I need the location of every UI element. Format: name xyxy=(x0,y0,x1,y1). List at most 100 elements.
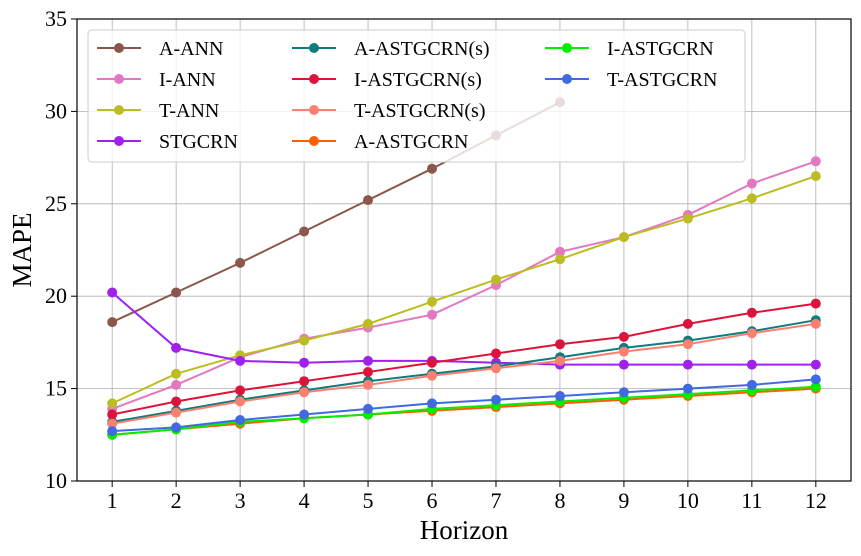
legend-item-t-ann: T-ANN xyxy=(97,100,219,122)
legend-label: I-ASTGCRN(s) xyxy=(354,69,482,91)
legend-label: A-ASTGCRN(s) xyxy=(354,38,490,60)
legend-swatch-marker xyxy=(309,136,319,146)
legend-swatch-marker xyxy=(114,43,124,53)
y-tick-label: 10 xyxy=(45,468,67,493)
data-point xyxy=(171,287,182,298)
data-point xyxy=(618,331,629,342)
data-point xyxy=(171,422,182,433)
series-line-i-astgcrn xyxy=(112,385,816,436)
y-tick-label: 25 xyxy=(45,191,67,216)
legend: A-ANN I-ANN T-ANN STGCRN A-ASTGCRN(s) I-ASTGC… xyxy=(87,29,746,163)
legend-item-i-astgcrn: I-ASTGCRN xyxy=(545,38,714,60)
data-point xyxy=(427,370,437,381)
data-point xyxy=(363,403,373,414)
data-point xyxy=(491,274,501,285)
data-point xyxy=(682,318,693,329)
data-point xyxy=(427,163,437,174)
data-point xyxy=(235,385,246,396)
data-point xyxy=(299,387,310,398)
data-point xyxy=(810,381,821,392)
data-point xyxy=(107,418,118,429)
data-point xyxy=(810,298,821,309)
y-tick-label: 15 xyxy=(45,376,67,401)
data-point xyxy=(363,355,373,366)
data-point xyxy=(235,355,246,366)
data-point xyxy=(299,376,310,387)
data-point xyxy=(107,409,118,420)
data-point xyxy=(363,318,373,329)
x-axis-label: Horizon xyxy=(420,515,509,545)
legend-item-stgcrn: STGCRN xyxy=(97,131,238,153)
x-tick-label: 5 xyxy=(363,488,374,513)
legend-item-a-astgcrn-s: A-ASTGCRN(s) xyxy=(292,38,490,60)
data-point xyxy=(618,346,629,357)
plot-frame xyxy=(76,18,852,482)
series-line-t-astgcrn xyxy=(112,378,816,433)
x-tick-label: 4 xyxy=(299,488,310,513)
data-point xyxy=(171,342,182,353)
data-point xyxy=(810,318,821,329)
legend-item-i-ann: I-ANN xyxy=(97,69,216,91)
data-point xyxy=(682,339,693,350)
legend-item-a-astgcrn: A-ASTGCRN xyxy=(292,131,468,153)
legend-swatch-marker xyxy=(309,43,319,53)
legend-swatch-marker xyxy=(562,43,572,53)
data-point xyxy=(107,287,118,298)
legend-label: T-ANN xyxy=(159,100,219,122)
series-line-i-astgcrn-s xyxy=(112,302,816,416)
data-point xyxy=(555,254,565,265)
legend-swatch-marker xyxy=(114,136,124,146)
data-point xyxy=(746,193,757,204)
series-line-stgcrn xyxy=(111,291,816,366)
data-point xyxy=(107,426,118,437)
data-point xyxy=(107,398,118,409)
data-point xyxy=(107,317,118,328)
legend-item-a-ann: A-ANN xyxy=(97,38,223,60)
data-point xyxy=(171,407,182,418)
data-point xyxy=(810,156,821,167)
data-point xyxy=(235,415,246,425)
data-point xyxy=(555,391,565,401)
series-line-a-astgcrn-s xyxy=(112,319,816,423)
x-tick-label: 6 xyxy=(427,488,438,513)
x-tick-label: 7 xyxy=(490,488,501,513)
data-point xyxy=(810,374,821,385)
series-i-ann xyxy=(107,156,821,414)
y-tick-label: 30 xyxy=(45,98,67,123)
series-layer xyxy=(107,97,821,440)
data-point xyxy=(746,328,757,339)
data-point xyxy=(427,309,437,320)
data-point xyxy=(682,383,693,394)
x-tick-label: 1 xyxy=(107,488,118,513)
data-point xyxy=(363,379,373,390)
data-point xyxy=(363,195,373,206)
x-tick-label: 12 xyxy=(805,488,827,513)
data-point xyxy=(746,307,757,318)
data-point xyxy=(299,409,310,420)
series-t-astgcrn xyxy=(107,374,821,437)
data-point xyxy=(299,335,310,346)
data-point xyxy=(555,355,565,366)
data-point xyxy=(171,379,182,390)
legend-label: T-ASTGCRN xyxy=(607,69,717,91)
data-point xyxy=(299,226,310,237)
legend-label: I-ASTGCRN xyxy=(607,38,714,60)
series-t-astgcrn-s xyxy=(107,318,821,429)
legend-item-t-astgcrn: T-ASTGCRN xyxy=(545,69,717,91)
data-point xyxy=(427,357,437,368)
legend-swatch-marker xyxy=(562,74,572,84)
data-point xyxy=(555,339,565,350)
data-point xyxy=(235,257,246,268)
x-tick-label: 8 xyxy=(554,488,565,513)
legend-label: A-ANN xyxy=(159,38,223,60)
x-tick-label: 9 xyxy=(618,488,629,513)
data-point xyxy=(427,398,437,409)
data-point xyxy=(491,363,501,374)
legend-item-t-astgcrn-s: T-ASTGCRN(s) xyxy=(292,100,486,122)
data-point xyxy=(235,396,246,407)
legend-item-i-astgcrn-s: I-ASTGCRN(s) xyxy=(292,69,482,91)
series-line-a-astgcrn xyxy=(112,387,816,436)
data-point xyxy=(299,357,310,368)
legend-label: STGCRN xyxy=(159,131,238,153)
